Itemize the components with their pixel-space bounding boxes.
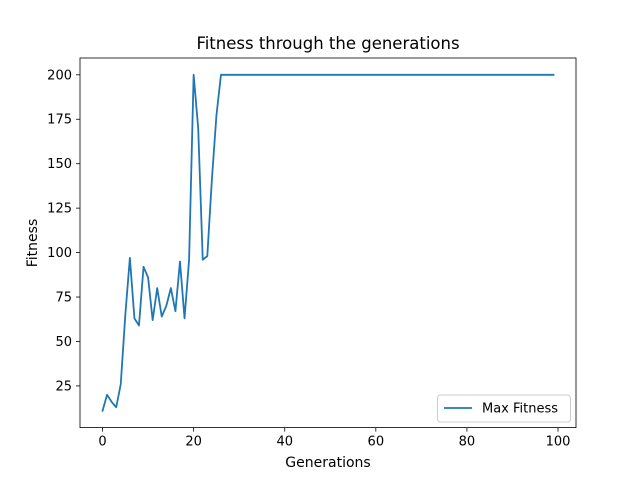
legend-label: Max Fitness [482, 402, 558, 417]
ticks: 0 20 40 60 80 100 25 50 75 100 125 150 175 200 [47, 68, 570, 449]
y-tick-label: 150 [47, 157, 72, 172]
legend: Max Fitness [437, 394, 571, 423]
x-tick-label: 20 [185, 435, 202, 450]
y-tick-label: 50 [55, 335, 72, 350]
series-line-max-fitness [101, 73, 555, 412]
legend-box [437, 394, 571, 423]
x-tick-label: 100 [546, 435, 571, 450]
y-tick-label: 175 [47, 113, 72, 128]
x-axis-label: Generations [285, 455, 370, 471]
x-tick-label: 0 [98, 435, 106, 450]
plot-frame [79, 57, 577, 429]
chart-title: Fitness through the generations [196, 34, 459, 53]
y-tick-label: 25 [55, 379, 72, 394]
y-tick-label: 75 [55, 291, 72, 306]
x-tick-label: 60 [368, 435, 385, 450]
y-tick-label: 100 [47, 246, 72, 261]
y-tick-label: 125 [47, 202, 72, 217]
y-tick-label: 200 [47, 68, 72, 83]
x-tick-label: 40 [276, 435, 293, 450]
y-axis-label: Fitness [25, 219, 41, 268]
x-tick-label: 80 [459, 435, 476, 450]
